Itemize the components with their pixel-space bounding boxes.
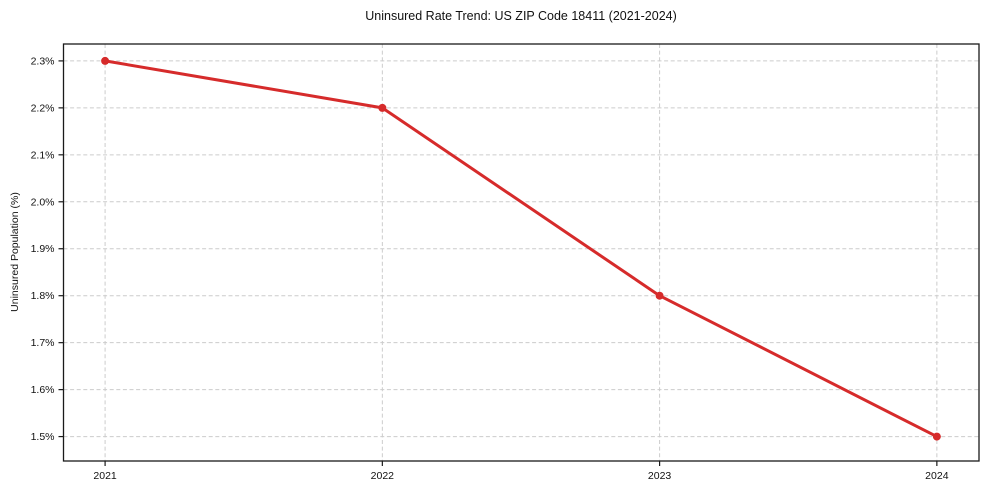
y-tick-label: 2.3% — [31, 55, 55, 67]
x-tick-label: 2024 — [925, 470, 949, 482]
x-tick-label: 2021 — [93, 470, 117, 482]
y-tick-label: 2.0% — [31, 196, 55, 208]
y-tick-label: 1.6% — [31, 384, 55, 396]
y-tick-label: 2.2% — [31, 102, 55, 114]
data-point-marker — [932, 432, 941, 441]
trend-line — [103, 59, 939, 439]
y-tick-label: 1.8% — [31, 290, 55, 302]
plot-border — [62, 43, 980, 462]
x-tick-label: 2022 — [371, 470, 395, 482]
y-tick-label: 1.9% — [31, 243, 55, 255]
data-point-marker — [655, 291, 664, 300]
chart-title: Uninsured Rate Trend: US ZIP Code 18411 … — [365, 9, 677, 23]
x-tick-label: 2023 — [648, 470, 672, 482]
data-point-marker — [101, 56, 110, 65]
y-tick-label: 1.5% — [31, 431, 55, 443]
y-tick-label: 1.7% — [31, 337, 55, 349]
data-point-marker — [378, 103, 387, 112]
y-tick-label: 2.1% — [31, 149, 55, 161]
